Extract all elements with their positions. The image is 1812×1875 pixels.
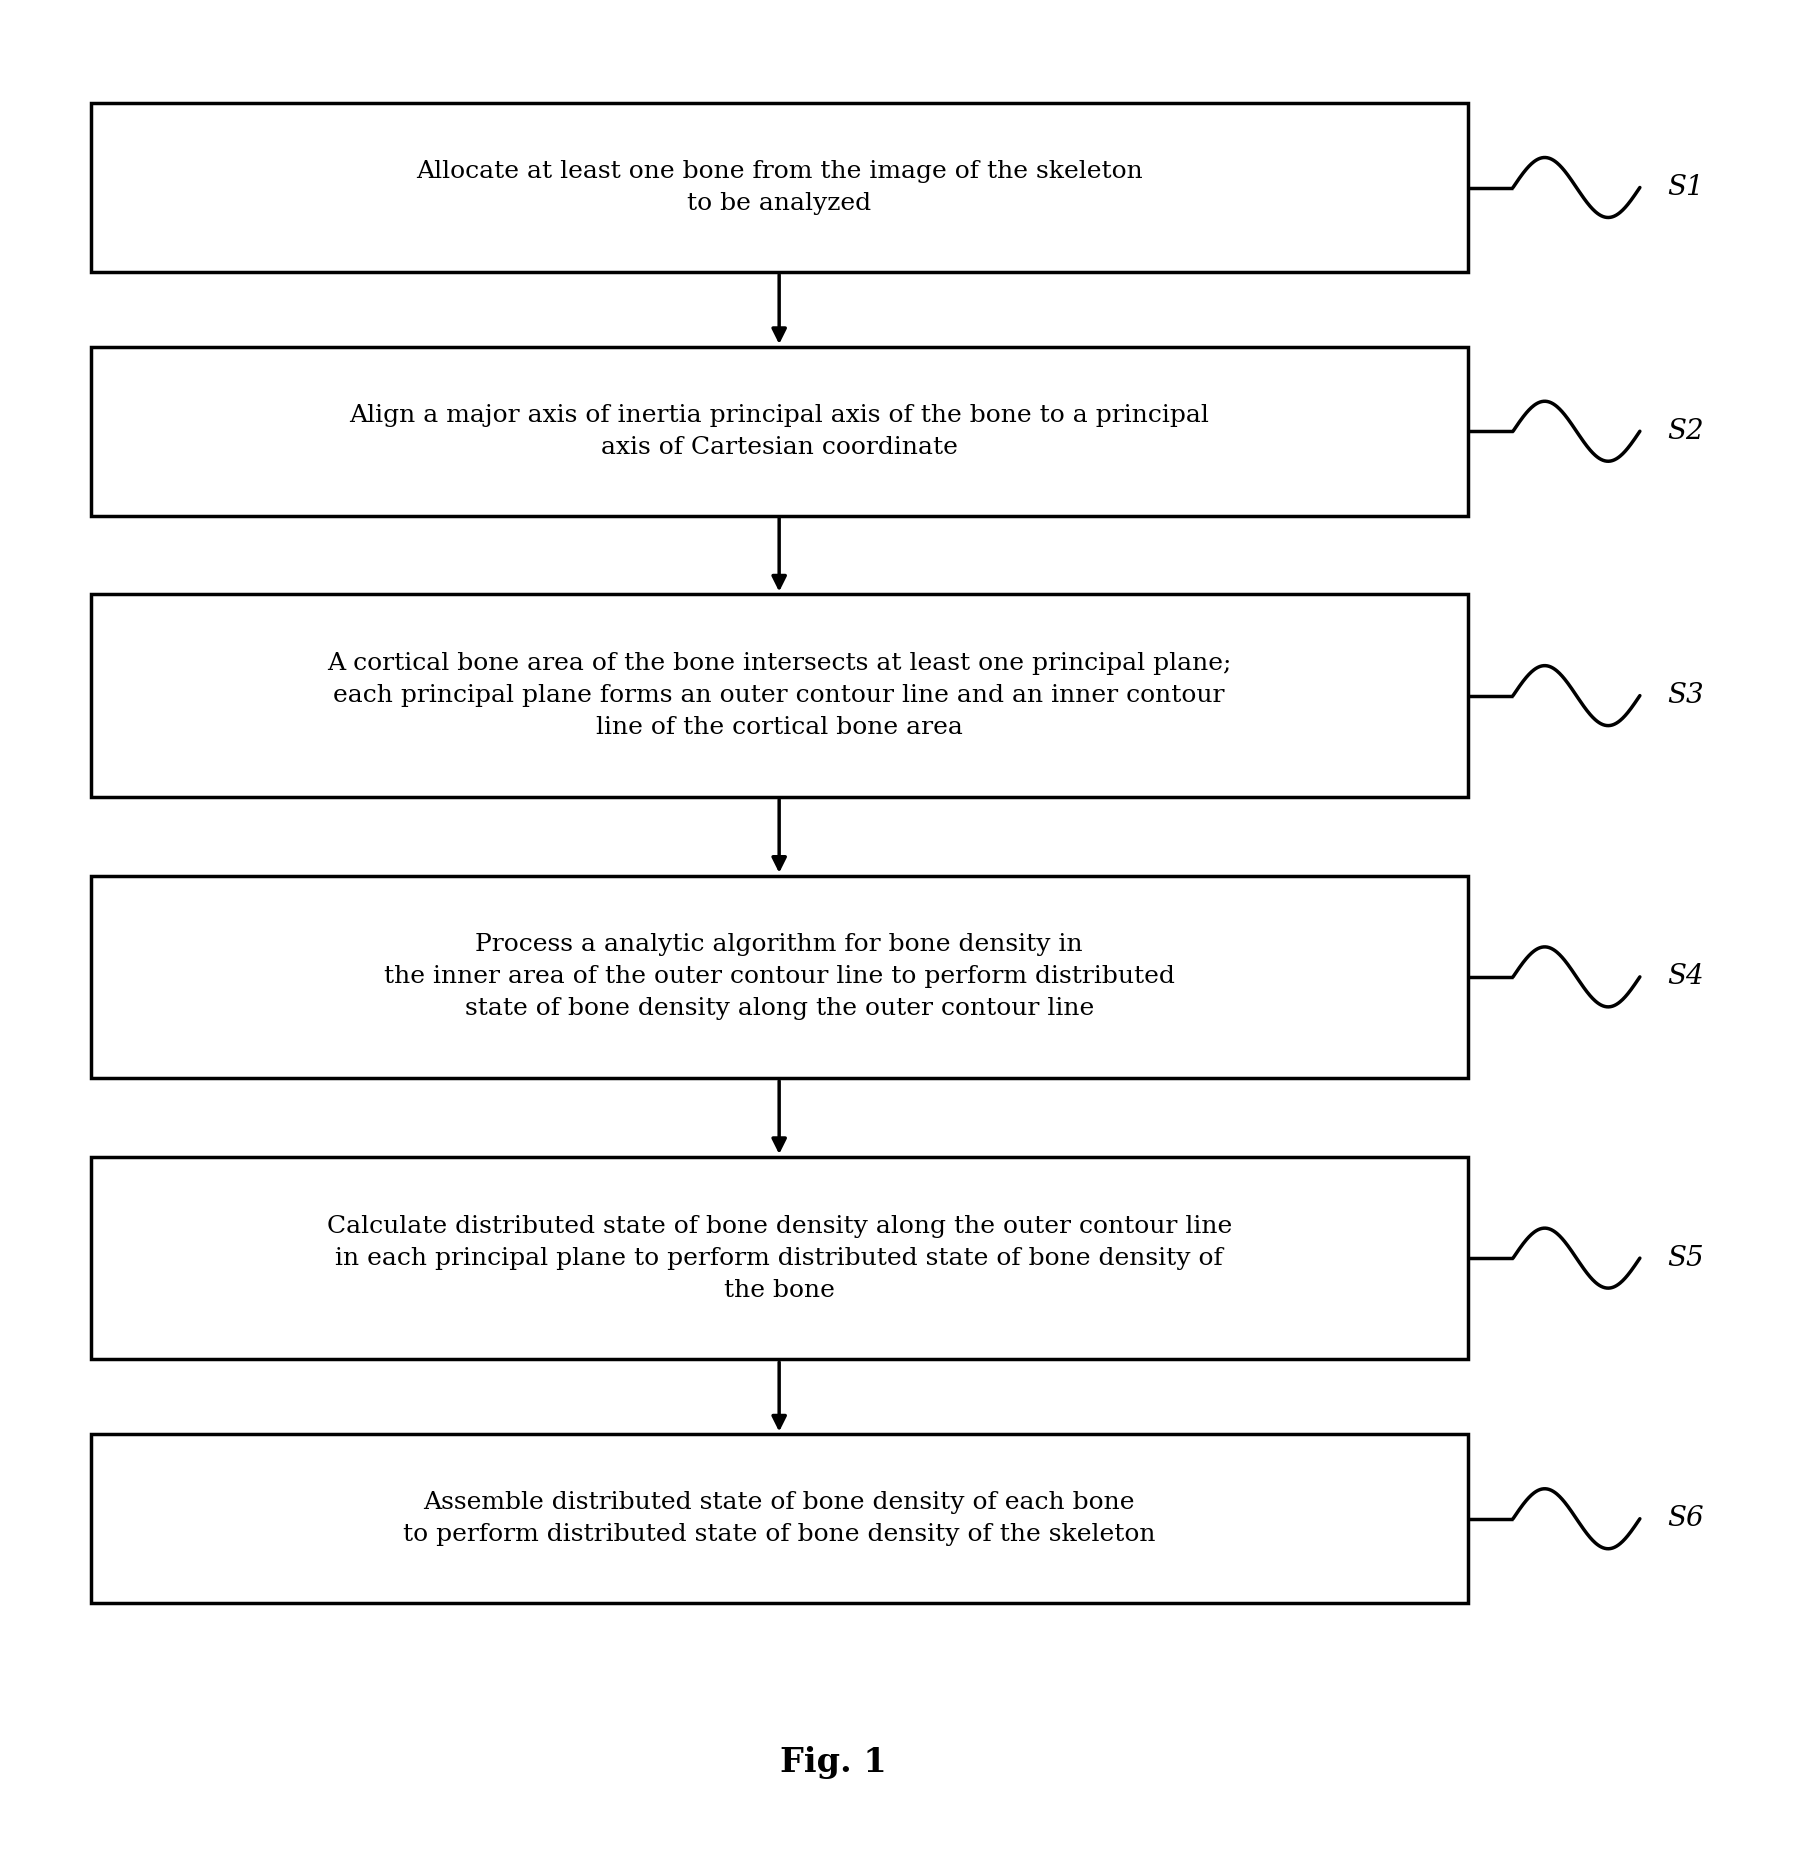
Text: Align a major axis of inertia principal axis of the bone to a principal
axis of : Align a major axis of inertia principal …: [350, 403, 1209, 459]
Bar: [91, 1157, 1468, 1359]
Text: Fig. 1: Fig. 1: [781, 1746, 886, 1779]
Bar: [91, 103, 1468, 272]
Text: Assemble distributed state of bone density of each bone
to perform distributed s: Assemble distributed state of bone densi…: [402, 1491, 1156, 1547]
Text: S4: S4: [1667, 964, 1703, 990]
Bar: [91, 594, 1468, 797]
Bar: [91, 347, 1468, 516]
Text: S2: S2: [1667, 418, 1703, 444]
Text: S3: S3: [1667, 682, 1703, 709]
Text: Process a analytic algorithm for bone density in
the inner area of the outer con: Process a analytic algorithm for bone de…: [384, 934, 1174, 1020]
Text: A cortical bone area of the bone intersects at least one principal plane;
each p: A cortical bone area of the bone interse…: [326, 652, 1232, 739]
Bar: [91, 876, 1468, 1078]
Text: S5: S5: [1667, 1245, 1703, 1271]
Text: S6: S6: [1667, 1506, 1703, 1532]
Text: Allocate at least one bone from the image of the skeleton
to be analyzed: Allocate at least one bone from the imag…: [415, 159, 1143, 216]
Text: Calculate distributed state of bone density along the outer contour line
in each: Calculate distributed state of bone dens…: [326, 1215, 1232, 1301]
Text: S1: S1: [1667, 174, 1703, 201]
Bar: [91, 1434, 1468, 1603]
